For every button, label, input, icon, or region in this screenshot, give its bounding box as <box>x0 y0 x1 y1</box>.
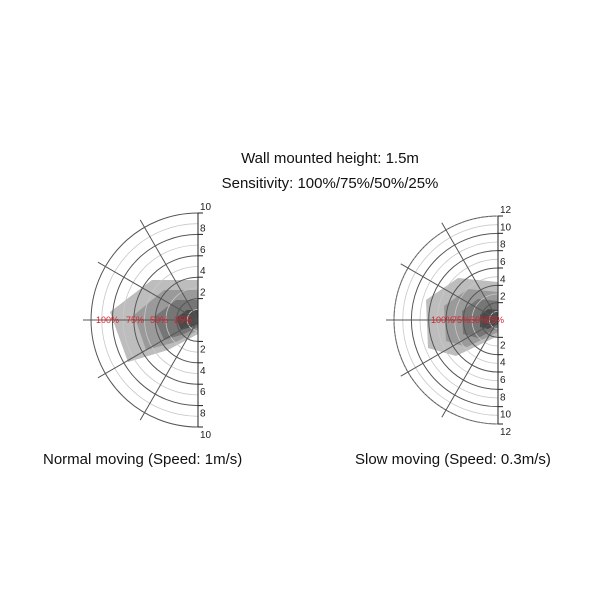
sensitivity-50-label: 50% <box>470 315 488 325</box>
normal-moving-diagram: 10 8 6 4 2 2 4 6 8 10 100% 75% 50% 25% <box>83 202 212 441</box>
sensitivity-25-label: 25% <box>486 315 504 325</box>
tick-label: 2 <box>200 288 206 299</box>
tick-label: 6 <box>200 387 206 398</box>
tick-label: 12 <box>500 427 512 438</box>
radial-line <box>139 219 199 321</box>
tick-label: 2 <box>500 292 506 303</box>
tick-label: 2 <box>500 340 506 351</box>
tick-label: 6 <box>200 245 206 256</box>
outer-ring <box>393 215 499 425</box>
slow-moving-caption: Slow moving (Speed: 0.3m/s) <box>355 451 551 468</box>
radial-line <box>441 222 499 321</box>
tick-label: 8 <box>500 240 506 251</box>
sensitivity-100-label: 100% <box>431 315 454 325</box>
sensitivity-100-label: 100% <box>96 315 119 325</box>
sensitivity-75-label: 75% <box>126 315 144 325</box>
tick-label: 4 <box>500 274 506 285</box>
radial-line <box>400 263 499 321</box>
slow-moving-diagram: 12 10 8 6 4 2 2 4 6 8 10 12 100%75% 50%25% <box>386 205 512 438</box>
tick-label: 10 <box>200 202 212 213</box>
sensitivity-label: Sensitivity: 100%/75%/50%/25% <box>221 175 439 192</box>
tick-label: 8 <box>500 392 506 403</box>
sensitivity-25-label: 25% <box>174 315 192 325</box>
mounting-height-label: Wall mounted height: 1.5m <box>241 150 419 167</box>
tick-label: 12 <box>500 205 512 216</box>
tick-label: 4 <box>500 358 506 369</box>
tick-label: 6 <box>500 375 506 386</box>
radial-line <box>139 319 199 421</box>
tick-label: 10 <box>500 222 512 233</box>
radial-line <box>400 319 499 377</box>
tick-label: 10 <box>500 410 512 421</box>
radial-line <box>441 319 499 418</box>
tick-label: 10 <box>200 430 212 441</box>
sensitivity-50-label: 50% <box>150 315 168 325</box>
sensitivity-75-label: 75% <box>452 315 470 325</box>
tick-label: 4 <box>200 366 206 377</box>
radial-line <box>97 319 199 379</box>
tick-label: 2 <box>200 344 206 355</box>
tick-label: 8 <box>200 223 206 234</box>
tick-label: 4 <box>200 266 206 277</box>
radial-line <box>97 261 199 321</box>
tick-label: 6 <box>500 257 506 268</box>
tick-label: 8 <box>200 409 206 420</box>
normal-moving-caption: Normal moving (Speed: 1m/s) <box>43 451 243 468</box>
